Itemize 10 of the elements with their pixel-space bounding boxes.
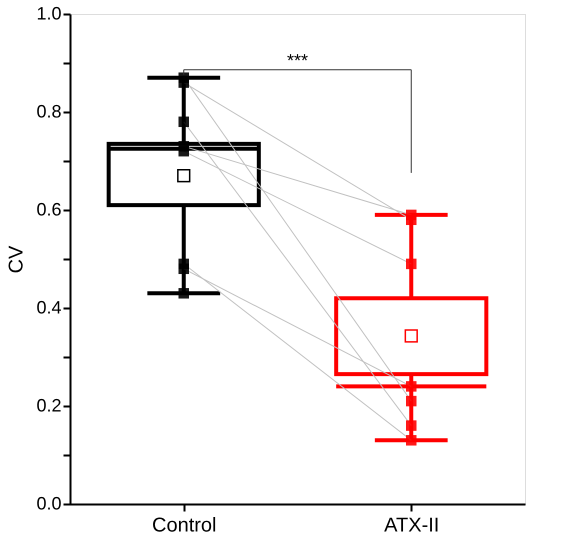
y-tick-label: 1.0 bbox=[36, 4, 62, 24]
y-tick-label: 0.2 bbox=[36, 396, 62, 416]
x-tick-label: Control bbox=[152, 514, 216, 536]
y-axis-title: CV bbox=[5, 244, 28, 274]
annotation: *** bbox=[286, 50, 308, 71]
y-tick-label: 0.6 bbox=[36, 200, 62, 220]
y-tick-label: 0.4 bbox=[36, 298, 62, 318]
y-tick-label: 0.0 bbox=[36, 494, 62, 514]
y-tick-label: 0.8 bbox=[36, 102, 62, 122]
x-tick-label: ATX-II bbox=[384, 514, 440, 536]
